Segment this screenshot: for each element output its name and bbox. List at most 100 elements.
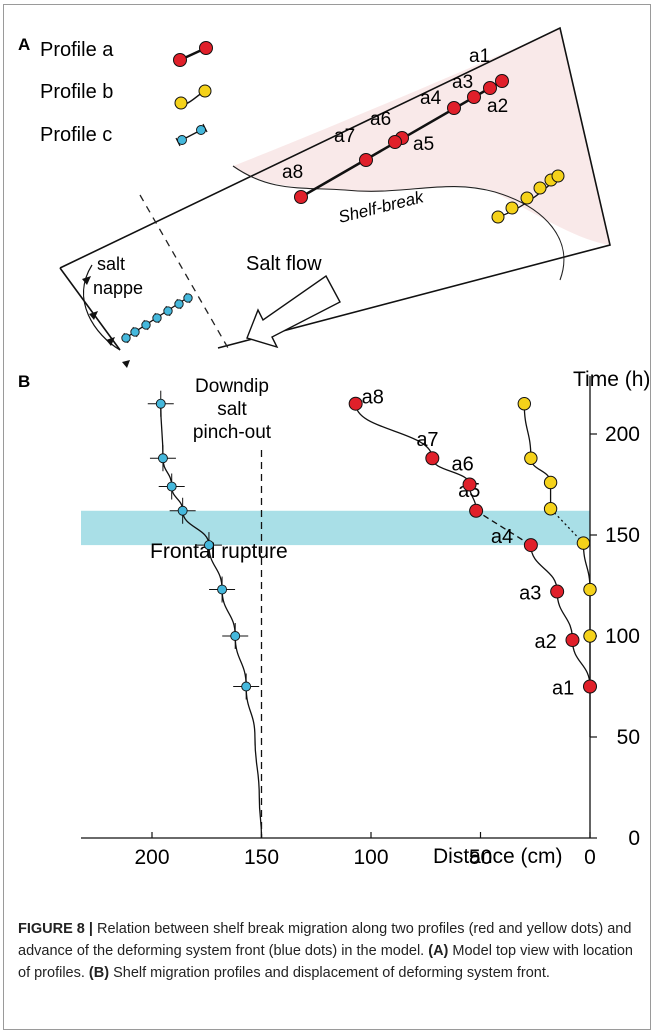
salt-nappe-label-2: nappe — [93, 278, 143, 298]
x-tick-label: 100 — [353, 846, 388, 869]
thrust-tooth-4 — [122, 360, 130, 368]
profile-a-point-label: a3 — [452, 72, 473, 93]
frontal-rupture-band — [81, 510, 590, 546]
legend-profile-a-symbol — [173, 41, 213, 67]
x-ticks: 200 150 100 50 0 — [134, 832, 596, 869]
legend-profile-c-label: Profile c — [40, 124, 112, 146]
pinch-out-label-2: salt — [217, 399, 247, 420]
profile-a-point-label: a8 — [282, 162, 303, 183]
legend-profile-c-symbol — [175, 123, 208, 147]
pinch-out-label-1: Downdip — [195, 376, 269, 397]
y-tick-label: 150 — [605, 524, 640, 547]
pinch-out-label-3: pinch-out — [193, 422, 272, 443]
y-tick-label: 100 — [605, 625, 640, 648]
profile-a-point-label: a6 — [452, 454, 474, 476]
profile-a-point-label: a4 — [491, 526, 513, 548]
profile-a-point — [523, 538, 538, 553]
salt-flow-label: Salt flow — [246, 253, 322, 275]
profile-c-point — [121, 333, 131, 343]
salt-nappe-label-1: salt — [97, 254, 125, 274]
caption-text-2: Model top view with location of profiles… — [18, 943, 633, 981]
profile-b-point — [576, 536, 591, 550]
shelf-break-line — [232, 165, 565, 281]
thrust-tooth-2 — [89, 311, 98, 320]
profile-b-point — [583, 582, 597, 597]
thrust-tooth-1 — [82, 276, 91, 285]
caption-figure-label: FIGURE 8 | — [18, 921, 93, 937]
profile-c-point — [241, 681, 252, 692]
salt-nappe-front — [82, 264, 121, 351]
profile-b-point — [543, 502, 558, 516]
profile-c-point — [174, 299, 184, 309]
y-tick-label: 200 — [605, 423, 640, 446]
panel-b-label: B — [18, 372, 30, 391]
thrust-tooth-3 — [106, 337, 115, 346]
profile-b-point — [533, 181, 547, 195]
profile-a-point-label: a2 — [534, 631, 556, 653]
model-outline — [59, 26, 611, 349]
profile-b-point — [520, 191, 534, 205]
profile-a-point — [565, 633, 580, 648]
pinch-out-dashed-line — [139, 194, 229, 349]
profile-b-curve-upper — [523, 403, 552, 509]
profile-a-point-label: a4 — [420, 88, 442, 109]
profile-c-curve — [160, 403, 263, 839]
profile-a-point-label: a5 — [413, 134, 434, 155]
legend-profile-b-symbol — [174, 84, 212, 110]
panel-b: B Frontal rupture Downdip salt pinch-out… — [18, 368, 650, 869]
panel-a: A Shelf-break salt nappe Salt flow Profi… — [18, 26, 611, 368]
x-tick-label: 150 — [244, 846, 279, 869]
profile-a-point — [447, 101, 461, 115]
profile-a-point — [294, 190, 308, 204]
plot-lines — [160, 403, 591, 839]
profile-b-point — [551, 169, 565, 183]
y-tick-label: 50 — [617, 726, 640, 749]
profile-b-points — [491, 169, 565, 224]
legend-profile-a-label: Profile a — [40, 39, 114, 61]
profile-c-point — [203, 540, 214, 551]
salt-flow-arrow — [246, 274, 341, 349]
x-tick-label: 200 — [134, 846, 169, 869]
profile-a-point — [583, 679, 597, 694]
caption-text-3: Shelf migration profiles and displacemen… — [109, 965, 550, 981]
profile-a-point-label: a3 — [519, 583, 541, 605]
caption-b-label: (B) — [88, 965, 110, 981]
profile-b-curve-lower — [582, 543, 591, 687]
profile-c-point — [157, 453, 168, 464]
figure-frame — [3, 4, 651, 1030]
profile-a-point — [425, 451, 440, 466]
profile-a-point-label: a7 — [416, 429, 438, 451]
profile-c-point — [230, 631, 241, 641]
profile-a-point-label: a8 — [362, 387, 384, 409]
profile-a-point-label: a2 — [487, 96, 508, 117]
panel-a-label: A — [18, 35, 30, 54]
profile-a-point — [348, 396, 363, 411]
profile-c-point — [155, 398, 166, 409]
figure-caption: FIGURE 8 | Relation between shelf break … — [18, 918, 643, 984]
shelf-break-label: Shelf-break — [336, 187, 426, 227]
model-edge-left — [59, 267, 121, 351]
profile-a-point-label: a1 — [552, 678, 574, 700]
profile-a-point — [469, 503, 484, 518]
profile-c-points — [121, 292, 193, 344]
profile-a-point-label: a7 — [334, 126, 355, 147]
profile-a-curve-upper — [355, 403, 477, 511]
profile-c-point — [141, 320, 151, 330]
profile-c-point — [217, 584, 228, 595]
x-tick-label: 50 — [469, 846, 492, 869]
y-tick-label: 0 — [628, 827, 640, 850]
profile-c-point — [183, 293, 193, 303]
x-tick-label: 0 — [584, 846, 596, 869]
profile-a-point — [495, 74, 509, 88]
y-axis-title: Time (h) — [573, 368, 650, 391]
profile-c-point — [166, 481, 177, 492]
profile-a-points: a1 a2 a3 a4 a5 a6 a7 a8 — [282, 46, 509, 204]
shelf-area — [233, 28, 610, 245]
profile-c-point — [177, 505, 188, 516]
profile-b-point — [505, 201, 519, 215]
y-ticks: 0 50 100 150 200 — [590, 423, 640, 850]
profile-a-point — [483, 81, 497, 95]
profile-c-point — [163, 306, 173, 316]
profile-a-point-label: a6 — [370, 109, 391, 130]
